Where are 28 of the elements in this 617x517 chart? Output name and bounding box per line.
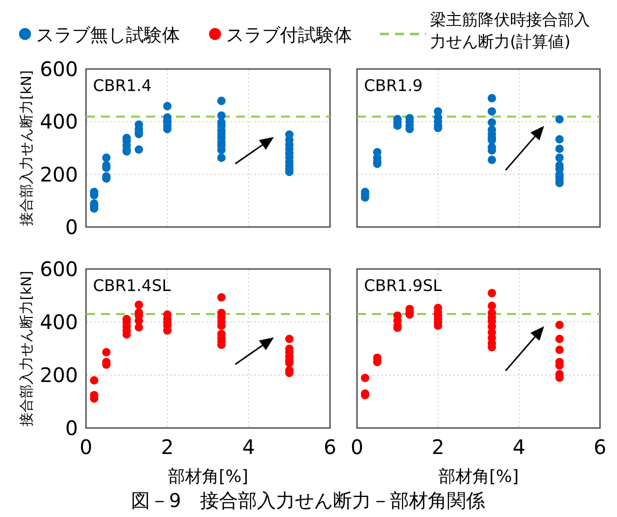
text: CBR1.4SL bbox=[93, 276, 171, 295]
legend-label: スラブ付試験体 bbox=[226, 25, 352, 46]
legend-label: スラブ無し試験体 bbox=[36, 25, 180, 46]
text: 図－9 接合部入力せん断力－部材角関係 bbox=[130, 490, 486, 512]
y-tick-label: 400 bbox=[40, 310, 78, 334]
text: CBR1.4 bbox=[93, 76, 152, 95]
legend-label: 梁主筋降伏時接合部入力せん断力(計算値) bbox=[430, 10, 590, 51]
y-tick-label: 200 bbox=[40, 162, 78, 186]
x-axis-title: 部材角[%] bbox=[168, 467, 248, 487]
y-axis-title: 接合部入力せん断力[kN] bbox=[19, 70, 35, 226]
x-tick-label: 4 bbox=[242, 435, 256, 459]
text: CBR1.9 bbox=[364, 76, 423, 95]
y-axis-title: 接合部入力せん断力[kN] bbox=[19, 270, 35, 426]
y-tick-label: 0 bbox=[65, 215, 78, 239]
x-tick-label: 6 bbox=[324, 435, 336, 459]
y-tick-label: 200 bbox=[40, 363, 78, 387]
x-tick-label: 2 bbox=[432, 435, 444, 459]
x-tick-label: 0 bbox=[80, 435, 92, 459]
x-axis-title: 部材角[%] bbox=[438, 467, 519, 487]
x-tick-label: 6 bbox=[594, 435, 606, 459]
y-tick-label: 400 bbox=[40, 110, 78, 134]
text: CBR1.9SL bbox=[364, 276, 442, 295]
y-tick-label: 600 bbox=[40, 257, 78, 281]
y-tick-label: 0 bbox=[65, 416, 78, 440]
x-tick-label: 2 bbox=[160, 435, 174, 459]
x-tick-label: 0 bbox=[350, 435, 364, 459]
y-tick-label: 600 bbox=[40, 57, 78, 81]
x-tick-label: 4 bbox=[512, 435, 526, 459]
